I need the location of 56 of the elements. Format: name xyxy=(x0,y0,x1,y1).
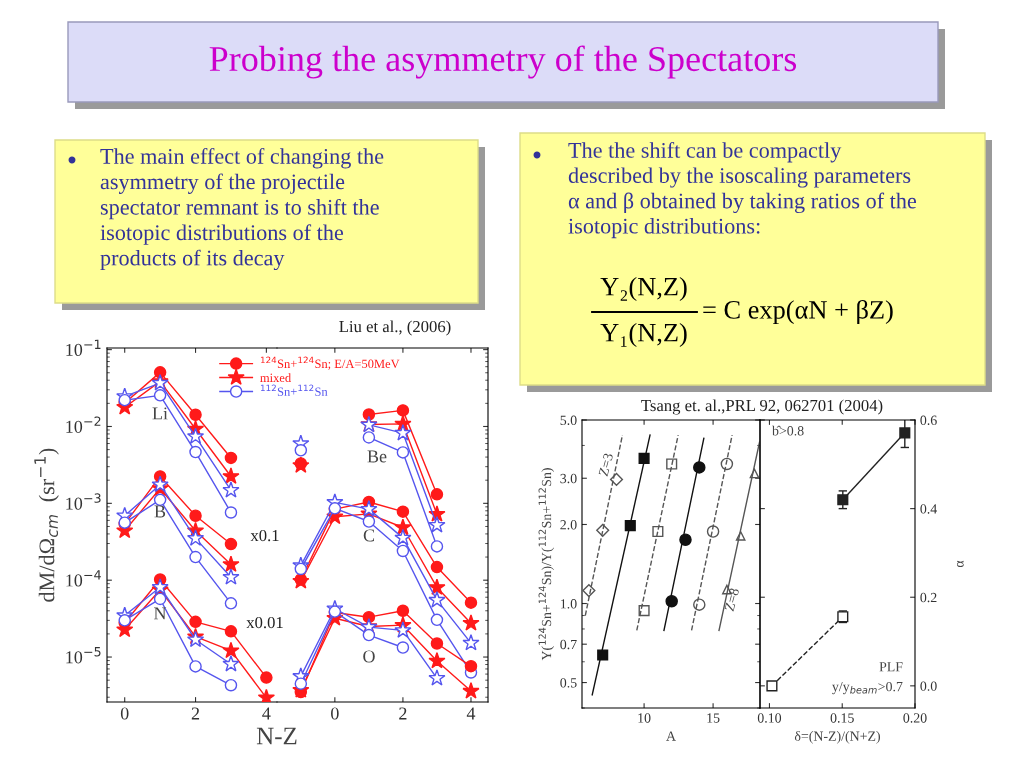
x-tick-label: 2 xyxy=(191,707,200,720)
y-tick-label: 10$^{−4}$ xyxy=(66,570,101,587)
annotation: N xyxy=(154,607,167,620)
x-tick-label: 2 xyxy=(399,707,407,720)
y-tick-label: 10$^{−2}$ xyxy=(66,416,101,433)
text: The the shift can be compactly described by the isoscaling parameters α and β obtained by taking ratios of the isotopic distributions: xyxy=(568,142,917,239)
x-tick-label: 10 xyxy=(638,713,651,723)
x-tick-label: 0 xyxy=(331,707,339,720)
y-tick-label: 0.4 xyxy=(920,504,938,514)
x-axis-title: N-Z xyxy=(256,727,297,745)
legend-label: $^{112}$Sn+$^{112}$Sn xyxy=(260,384,328,396)
y-tick-label: 0.2 xyxy=(920,592,937,603)
text: The main effect of changing the asymmetry of the projectile spectator remnant is to shift the isotopic distributions of the products of its decay xyxy=(100,148,384,271)
annotation: Z=3 xyxy=(598,452,614,477)
annotation: y/y$_{beam}$>0.7 xyxy=(832,681,903,695)
x-tick-label: 0.20 xyxy=(903,713,927,723)
y-tick-label: 0.5 xyxy=(560,678,577,688)
x-axis-title: δ=(N-Z)/(N+Z) xyxy=(794,731,880,744)
y-tick-label: 10$^{−5}$ xyxy=(66,647,101,664)
annotation: B xyxy=(154,505,166,518)
annotation: x0.01 xyxy=(246,616,283,629)
y-tick-label: 2.0 xyxy=(560,520,577,530)
y-axis-title: α xyxy=(956,560,964,568)
text: Probing the asymmetry of the Spectators xyxy=(209,45,797,79)
annotation: Be xyxy=(367,450,387,463)
annotation: C xyxy=(363,529,375,542)
x-axis-title: A xyxy=(666,731,676,741)
y-axis-title: dM/dΩ$_{cm}$ (sr$^{−1}$) xyxy=(34,448,59,602)
y-tick-label: 1.0 xyxy=(561,599,577,609)
y-tick-label: 0.6 xyxy=(920,415,937,426)
text: Tsang et. al.,PRL 92, 062701 (2004) xyxy=(641,399,883,415)
y-tick-label: 3.0 xyxy=(560,473,577,484)
x-tick-label: 0.10 xyxy=(757,713,782,723)
annotation: O xyxy=(363,650,375,663)
text: Y₁(N,Z) xyxy=(600,323,687,347)
text: Liu et al., (2006) xyxy=(339,320,451,336)
text: = C exp(αN + βZ) xyxy=(703,299,893,325)
y-tick-label: 0.7 xyxy=(560,639,577,650)
annotation: PLF xyxy=(879,662,903,672)
text: Y₂(N,Z) xyxy=(600,277,687,301)
x-tick-label: 0.15 xyxy=(830,713,854,723)
x-tick-label: 4 xyxy=(466,707,476,720)
x-tick-label: 0 xyxy=(120,707,129,720)
text: Y($^{124}$Sn+$^{124}$Sn)/Y($^{112}$Sn+$^{112}$Sn) xyxy=(538,468,555,661)
y-tick-label: 5.0 xyxy=(560,415,577,426)
annotation: x0.1 xyxy=(250,529,279,542)
y-tick-label: 10$^{−3}$ xyxy=(66,493,101,510)
legend-label: $^{124}$Sn+$^{124}$Sn; E/A=50MeV xyxy=(260,356,400,370)
x-tick-label: 4 xyxy=(262,707,271,720)
legend-label: mixed xyxy=(260,373,291,383)
y-tick-label: 0.0 xyxy=(920,681,937,691)
annotation: b̂>0.8 xyxy=(772,425,804,436)
annotation: Li xyxy=(152,407,168,420)
x-tick-label: 15 xyxy=(707,713,720,723)
annotation: Z=8 xyxy=(724,587,740,612)
y-tick-label: 10$^{−1}$ xyxy=(66,339,101,356)
